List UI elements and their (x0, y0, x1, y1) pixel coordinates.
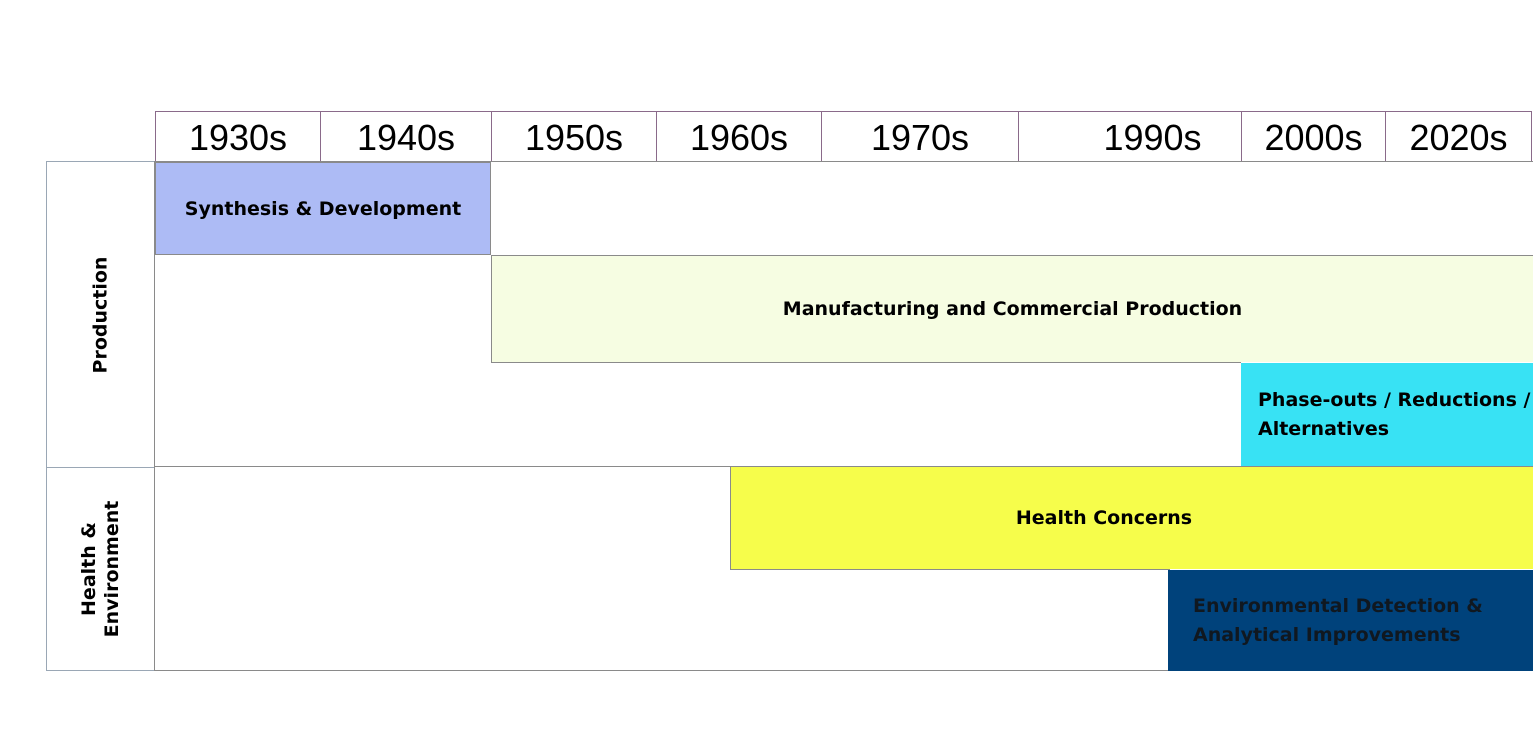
category-health-environment-label: Health & Environment (78, 501, 124, 638)
grid-line-bottom (155, 670, 1533, 671)
bar-synthesis-development: Synthesis & Development (155, 162, 491, 255)
decade-1940s: 1940s (320, 111, 491, 161)
grid-line-row1 (491, 255, 1533, 256)
bar-environmental-detection-analytical: Environmental Detection & Analytical Imp… (1168, 570, 1533, 671)
bar-health-concerns: Health Concerns (730, 467, 1533, 569)
decade-1930s: 1930s (155, 111, 320, 161)
grid-line-row4 (730, 569, 1170, 570)
decade-1990s: 1990s (1018, 111, 1241, 161)
decade-2000s: 2000s (1241, 111, 1385, 161)
category-production: Production (46, 161, 155, 467)
category-production-label: Production (89, 256, 112, 373)
bar-environmental-label: Environmental Detection & Analytical Imp… (1193, 592, 1483, 650)
category-health-label-line1: Health & (78, 522, 101, 616)
bar-phaseouts-reductions-alternatives: Phase-outs / Reductions / Alternatives (1241, 363, 1533, 466)
bar-manufacturing-commercial-production: Manufacturing and Commercial Production (491, 256, 1533, 362)
bar-phaseouts-label: Phase-outs / Reductions / Alternatives (1258, 386, 1530, 444)
category-health-label-line2: Environment (101, 500, 123, 638)
decade-2020s: 2020s (1385, 111, 1532, 161)
bar-synthesis-label: Synthesis & Development (184, 197, 462, 220)
category-health-environment: Health & Environment (46, 467, 155, 671)
grid-line-section (155, 466, 1533, 467)
decade-1960s: 1960s (656, 111, 821, 161)
grid-left-line (154, 161, 155, 671)
decade-1950s: 1950s (491, 111, 656, 161)
grid-line-row2 (491, 362, 1241, 363)
bar-environmental-label-line2: Analytical Improvements (1193, 623, 1461, 646)
bar-manufacturing-label: Manufacturing and Commercial Production (782, 298, 1243, 320)
grid-line-top (155, 161, 1533, 162)
decade-1970s: 1970s (821, 111, 1018, 161)
bar-environmental-label-line1: Environmental Detection & (1193, 594, 1483, 617)
bar-phaseouts-label-line1: Phase-outs / Reductions / (1258, 388, 1531, 411)
bar-phaseouts-label-line2: Alternatives (1258, 417, 1390, 440)
bar-health-label: Health Concerns (1015, 507, 1193, 529)
